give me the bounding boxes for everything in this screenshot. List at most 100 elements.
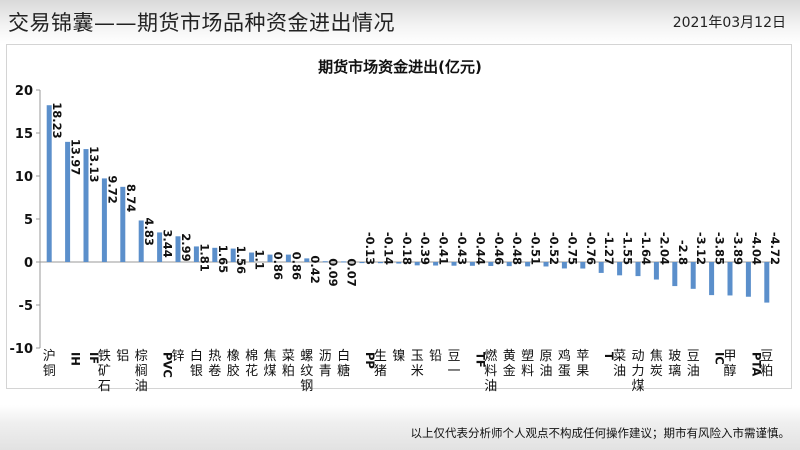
- category-label: 焦煤: [263, 349, 276, 379]
- bar-value-label: 0.42: [308, 255, 322, 283]
- y-tick-label: 0: [24, 256, 33, 271]
- bar-value-label: 0.09: [326, 258, 340, 286]
- footer-band: [0, 405, 800, 450]
- bar: [83, 149, 89, 262]
- bar-value-label: -0.41: [437, 232, 451, 265]
- category-label: PP: [363, 352, 377, 369]
- bar-value-label: -1.27: [602, 232, 616, 265]
- bar-value-label: -2.04: [657, 232, 671, 265]
- bar-value-label: 1.1: [253, 250, 267, 270]
- bar: [433, 262, 439, 266]
- bar-value-label: -4.72: [768, 232, 782, 265]
- bar: [230, 248, 236, 262]
- bar-value-label: -1.64: [639, 232, 653, 265]
- bar: [396, 262, 402, 264]
- bar: [341, 261, 347, 263]
- category-label: 焦炭: [650, 349, 663, 379]
- category-label: 铁矿石: [98, 349, 111, 394]
- category-label: 菜油: [613, 349, 626, 379]
- category-label: 塑料: [521, 349, 534, 379]
- category-label: 镍: [392, 349, 405, 364]
- category-label: IF: [87, 352, 101, 364]
- disclaimer-text: 以上仅代表分析师个人观点不构成任何操作建议；期市有风险入市需谨慎。: [410, 426, 791, 440]
- bar-value-label: -0.75: [565, 232, 579, 265]
- category-label: 橡胶: [227, 349, 240, 379]
- category-label: 甲醇: [723, 349, 736, 379]
- bar: [120, 186, 126, 262]
- bar-value-label: 1.65: [216, 245, 230, 273]
- category-label: 白银: [190, 348, 203, 379]
- bar-value-label: -0.43: [455, 232, 469, 265]
- bar-value-label: -0.48: [510, 232, 524, 265]
- category-label: 铝: [116, 349, 129, 364]
- category-label: 沥青: [319, 349, 332, 379]
- bar: [451, 262, 457, 266]
- bar-value-label: 0.86: [289, 252, 303, 280]
- category-label: 铅: [429, 349, 442, 364]
- bar: [709, 262, 715, 296]
- bar-value-label: -0.18: [400, 232, 414, 265]
- y-tick-label: 10: [15, 170, 33, 185]
- bar: [304, 258, 310, 262]
- category-label: 棕榈油: [135, 349, 148, 394]
- category-label: 豆粕: [760, 349, 773, 379]
- y-tick-label: -10: [10, 342, 34, 357]
- bar: [488, 262, 494, 266]
- bar: [46, 105, 52, 262]
- category-label: 锌: [171, 349, 184, 364]
- bar: [580, 262, 586, 269]
- category-label: PVC: [161, 352, 175, 378]
- bar-value-label: -4.04: [749, 232, 763, 265]
- bar-value-label: 0.86: [271, 252, 285, 280]
- bar: [65, 141, 71, 262]
- bar-value-label: -3.89: [731, 232, 745, 265]
- bar-value-label: -0.13: [363, 232, 377, 265]
- category-label: 原油: [539, 349, 552, 379]
- bar-value-label: 13.13: [87, 146, 101, 182]
- category-label: 生猪: [374, 349, 387, 379]
- bar: [285, 254, 291, 262]
- bar: [267, 254, 273, 262]
- y-tick-label: 5: [24, 213, 33, 228]
- category-label: 豆一: [447, 349, 460, 379]
- bar-value-label: 2.99: [179, 233, 193, 261]
- category-label: IC: [713, 352, 727, 365]
- category-label: 热卷: [208, 349, 221, 379]
- chart-title: 期货市场资金进出(亿元): [318, 58, 482, 76]
- bar: [561, 262, 567, 269]
- category-label: 鸡蛋: [558, 348, 571, 379]
- bar-value-label: 9.72: [105, 175, 119, 203]
- category-label: 苹果: [576, 349, 589, 379]
- category-label: IH: [69, 352, 83, 366]
- bar: [175, 236, 181, 262]
- bar: [745, 262, 751, 297]
- axis-layer: -10 -5 0 5 10 15 20: [10, 84, 776, 357]
- category-label: PTA: [749, 352, 763, 376]
- category-label: 豆油: [687, 349, 700, 379]
- bar-value-label: 1.81: [197, 243, 211, 271]
- category-label: 黄金: [503, 349, 516, 379]
- bar: [690, 262, 696, 289]
- bar-value-label: -0.44: [473, 232, 487, 265]
- bar-value-label: 18.23: [50, 102, 64, 138]
- category-label: 玉米: [411, 349, 424, 379]
- bar-value-label: -1.55: [621, 232, 635, 265]
- bar-value-label: -0.14: [381, 232, 395, 265]
- bar: [525, 262, 531, 267]
- category-label: 白糖: [337, 348, 350, 379]
- bar-value-label: 4.83: [142, 217, 156, 245]
- page-title: 交易锦囊——期货市场品种资金进出情况: [8, 11, 395, 35]
- bar: [377, 262, 383, 264]
- bar: [617, 262, 623, 276]
- bar: [672, 262, 678, 287]
- y-tick-label: 15: [15, 127, 33, 142]
- bar-value-label: 1.56: [234, 246, 248, 274]
- bar: [212, 247, 218, 262]
- bar-layer: [46, 105, 770, 303]
- category-label: 动力煤: [631, 349, 644, 394]
- bar-value-label: -3.85: [713, 232, 727, 265]
- bar: [598, 262, 604, 273]
- bar: [101, 178, 107, 262]
- category-label: 螺纹钢: [300, 349, 313, 394]
